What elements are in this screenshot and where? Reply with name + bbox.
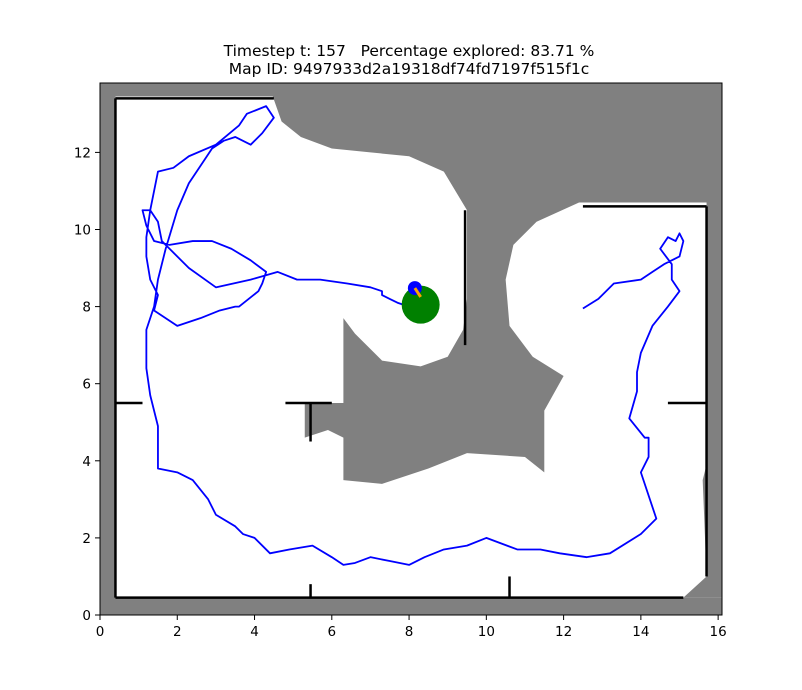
chart-title-line1: Timestep t: 157 Percentage explored: 83.… — [223, 42, 595, 60]
unexplored-bottom-strip — [100, 597, 722, 615]
trajectory — [141, 105, 685, 566]
x-tick-label: 10 — [478, 624, 495, 640]
axes-frame — [99, 82, 723, 616]
chart-title-line2: Map ID: 9497933d2a19318df74fd7197f515f1c — [228, 60, 590, 78]
x-tick-label: 14 — [632, 624, 649, 640]
x-tick-label: 0 — [96, 624, 105, 640]
markers — [401, 281, 440, 324]
y-tick-label: 10 — [74, 222, 91, 238]
unexplored-top-strip — [100, 83, 274, 97]
unexplored-region-0 — [268, 83, 722, 598]
y-tick-label: 8 — [82, 300, 91, 316]
y-tick-label: 4 — [82, 454, 91, 470]
unexplored-left-strip — [100, 83, 116, 615]
trajectory-line — [141, 105, 685, 566]
x-tick-label: 4 — [250, 624, 259, 640]
x-tick-label: 12 — [555, 624, 572, 640]
y-tick-label: 6 — [82, 377, 91, 393]
y-tick-label: 2 — [82, 531, 91, 547]
x-tick-label: 6 — [328, 624, 337, 640]
axes: 0 2 4 6 8 10 12 14 16 0 2 4 6 8 10 12 — [74, 82, 727, 640]
y-tick-label: 0 — [82, 608, 91, 624]
unexplored-area — [100, 83, 722, 615]
x-tick-label: 16 — [710, 624, 727, 640]
goal-marker — [401, 285, 440, 324]
x-tick-label: 2 — [173, 624, 182, 640]
agent-heading-marker — [413, 287, 422, 298]
walls — [114, 97, 708, 599]
y-tick-label: 12 — [74, 145, 91, 161]
x-tick-label: 8 — [405, 624, 414, 640]
